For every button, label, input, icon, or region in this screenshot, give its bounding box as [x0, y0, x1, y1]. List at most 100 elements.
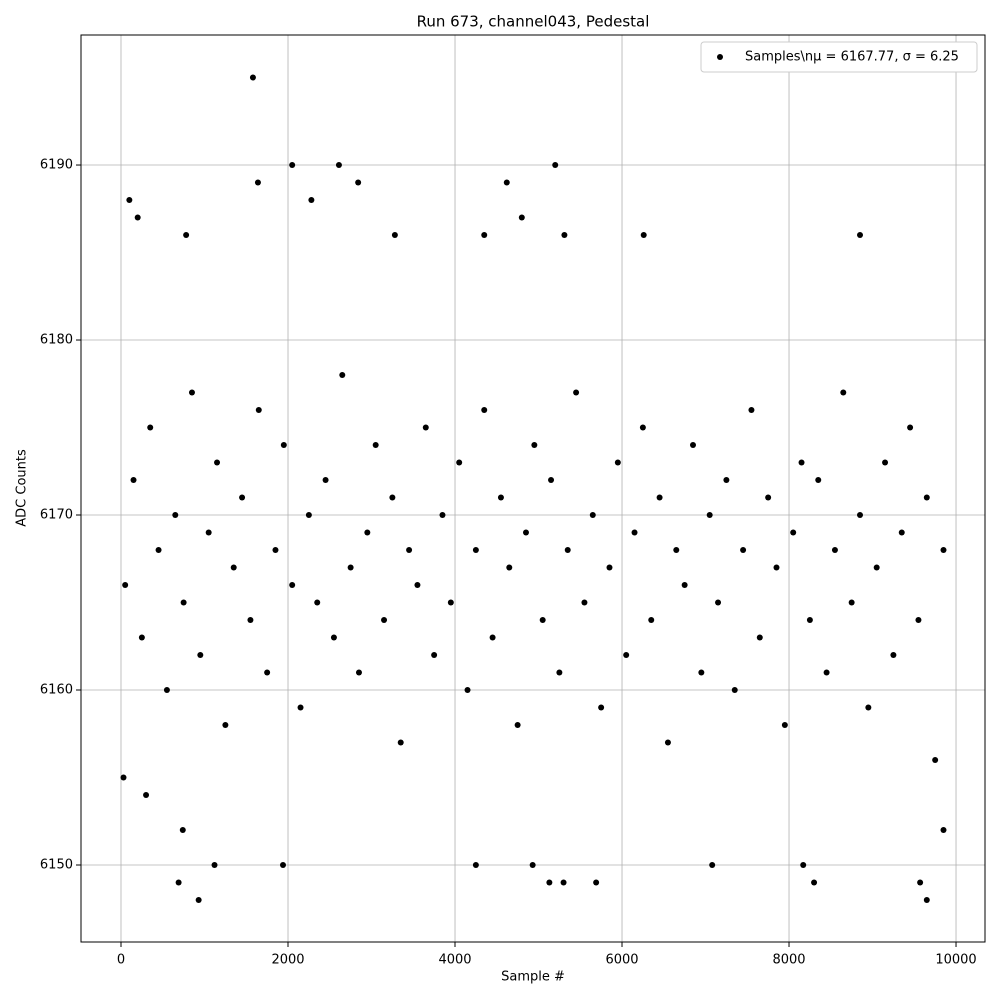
- point: [781, 722, 788, 729]
- point: [172, 512, 179, 519]
- point: [631, 529, 638, 536]
- point: [529, 862, 536, 869]
- point: [249, 74, 256, 81]
- point: [422, 424, 429, 431]
- legend: Samples\nμ = 6167.77, σ = 6.25: [700, 41, 978, 73]
- point: [447, 599, 454, 606]
- point: [503, 179, 510, 186]
- point: [673, 547, 680, 554]
- point: [756, 634, 763, 641]
- point: [489, 634, 496, 641]
- point: [188, 389, 195, 396]
- point: [472, 547, 479, 554]
- point: [589, 512, 596, 519]
- point: [143, 792, 150, 799]
- point: [748, 407, 755, 414]
- point: [664, 739, 671, 746]
- point: [865, 704, 872, 711]
- point: [731, 687, 738, 694]
- point: [648, 617, 655, 624]
- point: [806, 617, 813, 624]
- point: [389, 494, 396, 501]
- point: [623, 652, 630, 659]
- point: [546, 879, 553, 886]
- point: [179, 827, 186, 834]
- point: [564, 547, 571, 554]
- point: [347, 564, 354, 571]
- point: [120, 774, 127, 781]
- point: [254, 179, 261, 186]
- point: [940, 827, 947, 834]
- plot-frame: [80, 34, 986, 943]
- point: [308, 197, 315, 204]
- point: [314, 599, 321, 606]
- point: [239, 494, 246, 501]
- point: [335, 162, 342, 169]
- point: [330, 634, 337, 641]
- point: [518, 214, 525, 221]
- point: [130, 477, 137, 484]
- y-axis-label: ADC Counts: [15, 449, 30, 527]
- point: [175, 879, 182, 886]
- point: [706, 512, 713, 519]
- point: [548, 477, 555, 484]
- y-tick-label: 6180: [40, 333, 73, 348]
- point: [514, 722, 521, 729]
- point: [279, 862, 286, 869]
- point: [923, 897, 930, 904]
- point: [598, 704, 605, 711]
- point: [355, 179, 362, 186]
- point: [464, 687, 471, 694]
- point: [573, 389, 580, 396]
- point: [222, 722, 229, 729]
- point: [898, 529, 905, 536]
- point: [606, 564, 613, 571]
- point: [391, 232, 398, 239]
- point: [364, 529, 371, 536]
- point: [831, 547, 838, 554]
- point: [556, 669, 563, 676]
- point: [230, 564, 237, 571]
- point: [765, 494, 772, 501]
- x-tick-label: 4000: [438, 953, 471, 968]
- point: [856, 512, 863, 519]
- point: [497, 494, 504, 501]
- point: [940, 547, 947, 554]
- point: [614, 459, 621, 466]
- point: [197, 652, 204, 659]
- point: [856, 232, 863, 239]
- x-tick-label: 6000: [605, 953, 638, 968]
- point: [122, 582, 129, 589]
- legend-marker: [717, 54, 723, 60]
- point: [709, 862, 716, 869]
- point: [873, 564, 880, 571]
- point: [481, 232, 488, 239]
- point: [715, 599, 722, 606]
- point: [205, 529, 212, 536]
- point: [155, 547, 162, 554]
- point: [147, 424, 154, 431]
- point: [481, 407, 488, 414]
- point: [163, 687, 170, 694]
- point: [126, 197, 133, 204]
- point: [740, 547, 747, 554]
- point: [195, 897, 202, 904]
- point: [639, 424, 646, 431]
- legend-label: Samples\nμ = 6167.77, σ = 6.25: [745, 50, 959, 65]
- x-axis-label: Sample #: [501, 970, 565, 985]
- point: [640, 232, 647, 239]
- point: [773, 564, 780, 571]
- point: [180, 599, 187, 606]
- point: [506, 564, 513, 571]
- point: [840, 389, 847, 396]
- point: [848, 599, 855, 606]
- point: [289, 582, 296, 589]
- point: [414, 582, 421, 589]
- point: [272, 547, 279, 554]
- point: [790, 529, 797, 536]
- y-tick-label: 6150: [40, 858, 73, 873]
- point: [134, 214, 141, 221]
- point: [211, 862, 218, 869]
- point: [552, 162, 559, 169]
- point: [800, 862, 807, 869]
